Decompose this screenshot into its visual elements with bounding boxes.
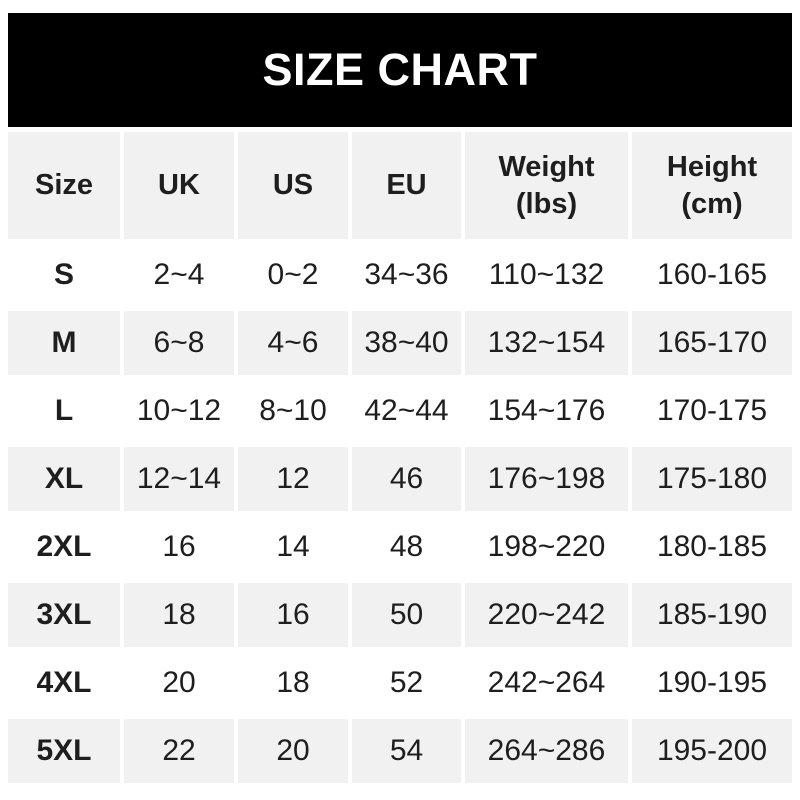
column-header-us: US — [238, 132, 348, 239]
size-chart-banner: SIZE CHART — [8, 13, 792, 127]
cell-eu: 54 — [352, 719, 461, 783]
row-size-label: M — [8, 311, 120, 375]
cell-uk: 16 — [124, 515, 234, 579]
cell-eu: 42~44 — [352, 379, 461, 443]
cell-us: 18 — [238, 651, 348, 715]
row-size-label: XL — [8, 447, 120, 511]
cell-uk: 6~8 — [124, 311, 234, 375]
cell-height-cm: 170-175 — [632, 379, 792, 443]
cell-uk: 10~12 — [124, 379, 234, 443]
row-size-label: S — [8, 243, 120, 307]
cell-us: 14 — [238, 515, 348, 579]
page-title: SIZE CHART — [262, 44, 538, 95]
cell-uk: 20 — [124, 651, 234, 715]
cell-eu: 38~40 — [352, 311, 461, 375]
row-size-label: 4XL — [8, 651, 120, 715]
cell-height-cm: 190-195 — [632, 651, 792, 715]
cell-weight-lbs: 176~198 — [465, 447, 628, 511]
cell-uk: 22 — [124, 719, 234, 783]
cell-weight-lbs: 264~286 — [465, 719, 628, 783]
cell-eu: 34~36 — [352, 243, 461, 307]
column-header-weight-lbs: Weight (lbs) — [465, 132, 628, 239]
cell-uk: 2~4 — [124, 243, 234, 307]
cell-weight-lbs: 198~220 — [465, 515, 628, 579]
cell-weight-lbs: 242~264 — [465, 651, 628, 715]
column-header-eu: EU — [352, 132, 461, 239]
cell-weight-lbs: 132~154 — [465, 311, 628, 375]
cell-us: 4~6 — [238, 311, 348, 375]
cell-us: 12 — [238, 447, 348, 511]
cell-height-cm: 180-185 — [632, 515, 792, 579]
row-size-label: L — [8, 379, 120, 443]
cell-eu: 50 — [352, 583, 461, 647]
cell-height-cm: 160-165 — [632, 243, 792, 307]
cell-eu: 52 — [352, 651, 461, 715]
cell-weight-lbs: 154~176 — [465, 379, 628, 443]
row-size-label: 5XL — [8, 719, 120, 783]
cell-uk: 12~14 — [124, 447, 234, 511]
column-header-uk: UK — [124, 132, 234, 239]
cell-us: 8~10 — [238, 379, 348, 443]
row-size-label: 3XL — [8, 583, 120, 647]
cell-eu: 48 — [352, 515, 461, 579]
cell-height-cm: 195-200 — [632, 719, 792, 783]
cell-us: 0~2 — [238, 243, 348, 307]
cell-height-cm: 185-190 — [632, 583, 792, 647]
cell-uk: 18 — [124, 583, 234, 647]
cell-height-cm: 165-170 — [632, 311, 792, 375]
cell-eu: 46 — [352, 447, 461, 511]
cell-weight-lbs: 110~132 — [465, 243, 628, 307]
cell-height-cm: 175-180 — [632, 447, 792, 511]
cell-us: 20 — [238, 719, 348, 783]
cell-weight-lbs: 220~242 — [465, 583, 628, 647]
row-size-label: 2XL — [8, 515, 120, 579]
column-header-size: Size — [8, 132, 120, 239]
column-header-height-cm: Height (cm) — [632, 132, 792, 239]
size-chart-table: Size UK US EU Weight (lbs) Height (cm) S 2~4 0~2… — [8, 132, 792, 783]
cell-us: 16 — [238, 583, 348, 647]
